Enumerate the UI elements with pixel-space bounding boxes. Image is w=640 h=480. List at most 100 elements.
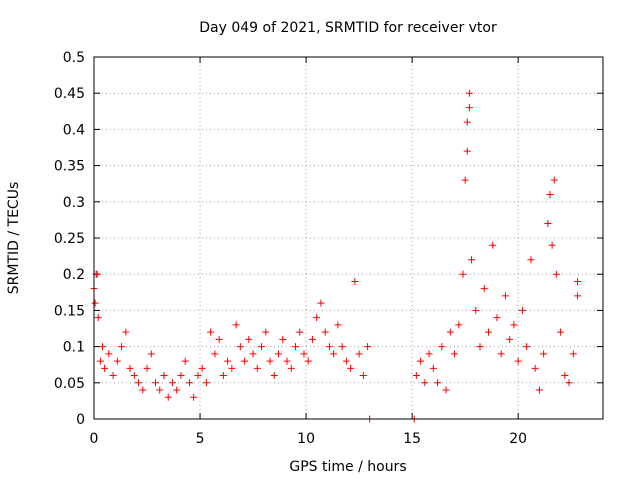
y-tick-label: 0.45 — [54, 86, 85, 102]
data-point — [351, 277, 359, 285]
data-point — [334, 321, 342, 329]
data-point — [160, 372, 168, 380]
data-point — [266, 357, 274, 365]
y-tick-label: 0.5 — [63, 50, 85, 66]
y-tick-label: 0.3 — [63, 195, 85, 211]
x-tick-label: 5 — [196, 431, 205, 447]
data-point — [531, 364, 539, 372]
y-axis-label: SRMTID / TECUs — [6, 182, 22, 295]
data-point — [198, 364, 206, 372]
x-tick-label: 0 — [90, 431, 99, 447]
data-point — [557, 328, 565, 336]
x-axis-label: GPS time / hours — [289, 459, 406, 475]
data-point — [565, 379, 573, 387]
data-point — [455, 321, 463, 329]
data-point — [523, 343, 531, 351]
data-point — [468, 256, 476, 264]
data-point — [275, 350, 283, 358]
data-point — [459, 270, 467, 278]
data-point — [489, 241, 497, 249]
data-point — [122, 328, 130, 336]
data-point — [465, 104, 473, 112]
data-point — [105, 350, 113, 358]
data-point — [550, 176, 558, 184]
data-point — [493, 314, 501, 322]
data-point — [497, 350, 505, 358]
data-point — [262, 328, 270, 336]
ticks: 0 0.05 0.1 0.15 0.2 0.25 0.3 0.35 0.4 0.45 0.5 0 5 10… — [54, 50, 603, 447]
data-point — [147, 350, 155, 358]
data-point — [359, 372, 367, 380]
data-point — [126, 364, 134, 372]
data-point — [143, 364, 151, 372]
data-point — [241, 357, 249, 365]
data-point — [152, 379, 160, 387]
y-tick-label: 0.1 — [63, 340, 85, 356]
data-point — [113, 357, 121, 365]
data-point — [258, 343, 266, 351]
data-point — [569, 350, 577, 358]
data-point — [364, 343, 372, 351]
data-point — [434, 379, 442, 387]
data-point — [211, 350, 219, 358]
data-point — [321, 328, 329, 336]
data-point — [461, 176, 469, 184]
data-point — [219, 372, 227, 380]
data-point — [101, 364, 109, 372]
data-point — [514, 357, 522, 365]
data-point — [118, 343, 126, 351]
plot-frame — [93, 56, 604, 420]
data-point — [548, 241, 556, 249]
y-tick-label: 0.35 — [54, 159, 85, 175]
data-point — [304, 357, 312, 365]
data-point — [425, 350, 433, 358]
data-point — [156, 386, 164, 394]
x-tick-label: 10 — [297, 431, 315, 447]
data-point — [561, 372, 569, 380]
data-point — [438, 343, 446, 351]
data-point — [279, 335, 287, 343]
data-point — [463, 147, 471, 155]
data-point — [93, 270, 101, 278]
data-point — [291, 343, 299, 351]
data-point — [287, 364, 295, 372]
data-point — [194, 372, 202, 380]
data-point — [546, 191, 554, 199]
data-point — [325, 343, 333, 351]
data-point — [283, 357, 291, 365]
x-tick-label: 20 — [509, 431, 527, 447]
y-tick-label: 0 — [76, 412, 85, 428]
data-point — [338, 343, 346, 351]
data-point — [484, 328, 492, 336]
data-point — [330, 350, 338, 358]
data-point — [224, 357, 232, 365]
data-point — [202, 379, 210, 387]
data-point — [232, 321, 240, 329]
data-point — [421, 379, 429, 387]
data-point — [501, 292, 509, 300]
data-point — [518, 306, 526, 314]
data-point — [451, 350, 459, 358]
data-point — [347, 364, 355, 372]
y-tick-label: 0.25 — [54, 231, 85, 247]
data-point — [296, 328, 304, 336]
data-point — [574, 292, 582, 300]
data-points — [90, 89, 582, 423]
data-point — [270, 372, 278, 380]
data-point — [96, 357, 104, 365]
data-point — [173, 386, 181, 394]
data-point — [228, 364, 236, 372]
data-point — [253, 364, 261, 372]
data-point — [317, 299, 325, 307]
data-point — [249, 350, 257, 358]
data-point — [308, 335, 316, 343]
y-tick-label: 0.4 — [63, 122, 85, 138]
data-point — [94, 314, 102, 322]
data-point — [417, 357, 425, 365]
data-point — [355, 350, 363, 358]
data-point — [544, 220, 552, 228]
y-tick-label: 0.2 — [63, 267, 85, 283]
data-point — [480, 285, 488, 293]
y-tick-label: 0.15 — [54, 303, 85, 319]
